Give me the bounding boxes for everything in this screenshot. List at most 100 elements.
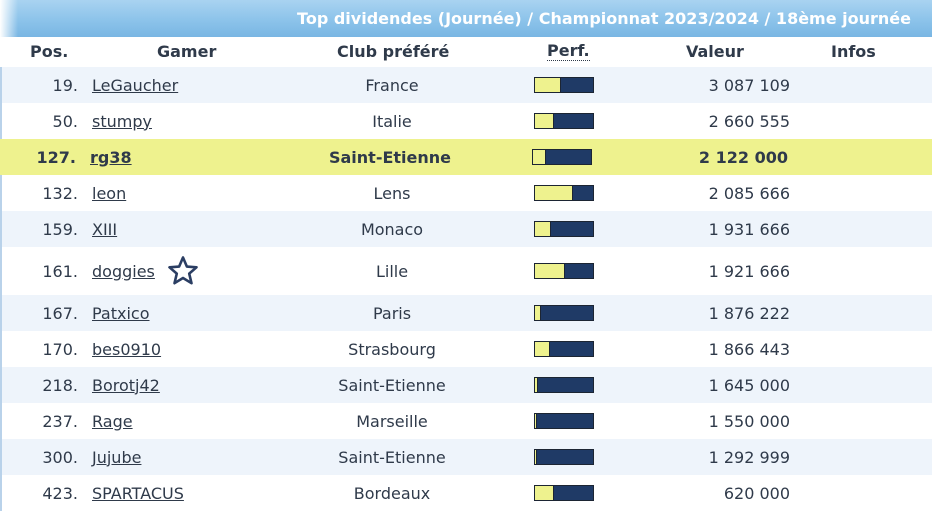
perf-bar — [534, 221, 594, 237]
row-gamer: bes0910 — [92, 331, 161, 367]
row-position: 19. — [52, 75, 78, 95]
ranking-table: 19. LeGaucher France 3 087 109 50. stumpy Ital… — [0, 67, 932, 511]
gamer-link[interactable]: leon — [92, 183, 127, 203]
perf-bar — [534, 185, 594, 201]
gamer-link[interactable]: Rage — [92, 411, 133, 431]
row-gamer: XIII — [92, 211, 117, 247]
perf-bar-fill — [535, 342, 551, 356]
column-header-gamer: Gamer — [157, 42, 217, 61]
row-club: Saint-Etienne — [328, 147, 452, 167]
table-row: 170. bes0910 Strasbourg 1 866 443 — [0, 331, 932, 367]
table-row: 132. leon Lens 2 085 666 — [0, 175, 932, 211]
gamer-link[interactable]: bes0910 — [92, 339, 162, 359]
row-gamer: rg38 — [90, 139, 132, 175]
row-gamer: leon — [92, 175, 126, 211]
gamer-link[interactable]: Jujube — [92, 447, 142, 467]
row-position: 170. — [42, 339, 78, 359]
perf-bar — [534, 413, 594, 429]
gamer-link[interactable]: SPARTACUS — [92, 483, 184, 503]
row-perf — [534, 403, 594, 439]
row-valeur: 1 921 666 — [708, 261, 790, 281]
row-valeur: 3 087 109 — [708, 75, 790, 95]
row-position: 218. — [42, 375, 78, 395]
perf-bar-fill — [535, 78, 562, 92]
column-header-club: Club préféré — [337, 42, 450, 61]
row-perf — [534, 211, 594, 247]
perf-bar-fill — [535, 378, 538, 392]
row-gamer: Rage — [92, 403, 133, 439]
row-club: France — [365, 75, 419, 95]
row-club: Bordeaux — [353, 483, 431, 503]
perf-bar — [534, 263, 594, 279]
row-position: 300. — [42, 447, 78, 467]
row-position: 237. — [42, 411, 78, 431]
row-valeur: 2 085 666 — [708, 183, 790, 203]
row-valeur: 1 876 222 — [708, 303, 790, 323]
row-gamer: LeGaucher — [92, 67, 178, 103]
perf-bar-fill — [535, 222, 552, 236]
row-perf — [534, 247, 594, 295]
table-title-text: Top dividendes (Journée) / Championnat 2… — [297, 9, 911, 28]
column-header-valeur: Valeur — [686, 42, 744, 61]
table-row: 159. XIII Monaco 1 931 666 — [0, 211, 932, 247]
table-row: 300. Jujube Saint-Etienne 1 292 999 — [0, 439, 932, 475]
table-row: 423. SPARTACUS Bordeaux 620 000 — [0, 475, 932, 511]
row-gamer: SPARTACUS — [92, 475, 184, 511]
perf-bar — [534, 341, 594, 357]
star-icon[interactable] — [167, 255, 199, 287]
row-club: Saint-Etienne — [338, 447, 446, 467]
row-club: Saint-Etienne — [338, 375, 446, 395]
table-row-current-user: 127. rg38 Saint-Etienne 2 122 000 — [0, 139, 932, 175]
gamer-link[interactable]: rg38 — [90, 147, 132, 167]
gamer-link[interactable]: XIII — [92, 219, 118, 239]
perf-bar-fill — [535, 114, 555, 128]
row-gamer: stumpy — [92, 103, 152, 139]
row-club: Italie — [372, 111, 412, 131]
table-row: 237. Rage Marseille 1 550 000 — [0, 403, 932, 439]
perf-bar — [532, 149, 592, 165]
row-position: 159. — [42, 219, 78, 239]
row-perf — [534, 295, 594, 331]
row-position: 132. — [42, 183, 78, 203]
row-valeur: 1 645 000 — [708, 375, 790, 395]
gamer-link[interactable]: LeGaucher — [92, 75, 179, 95]
row-club: Lille — [375, 261, 409, 281]
perf-bar-fill — [535, 486, 555, 500]
perf-bar — [534, 305, 594, 321]
perf-bar — [534, 449, 594, 465]
perf-bar — [534, 77, 594, 93]
table-row: 19. LeGaucher France 3 087 109 — [0, 67, 932, 103]
column-header-infos: Infos — [831, 42, 876, 61]
row-gamer: doggies — [92, 247, 199, 295]
perf-bar — [534, 485, 594, 501]
row-position: 161. — [42, 261, 78, 281]
gamer-link[interactable]: doggies — [92, 261, 155, 281]
gamer-link[interactable]: stumpy — [92, 111, 152, 131]
perf-bar-fill — [535, 186, 573, 200]
perf-bar-fill — [535, 264, 566, 278]
table-row: 50. stumpy Italie 2 660 555 — [0, 103, 932, 139]
gamer-link[interactable]: Borotj42 — [92, 375, 160, 395]
perf-bar-fill — [533, 150, 546, 164]
row-valeur: 2 660 555 — [708, 111, 790, 131]
row-position: 423. — [42, 483, 78, 503]
row-perf — [534, 367, 594, 403]
row-valeur: 1 292 999 — [708, 447, 790, 467]
row-perf — [532, 139, 592, 175]
row-perf — [534, 67, 594, 103]
perf-bar-fill — [535, 306, 541, 320]
table-title: Top dividendes (Journée) / Championnat 2… — [0, 0, 932, 37]
table-row: 218. Borotj42 Saint-Etienne 1 645 000 — [0, 367, 932, 403]
row-club: Marseille — [356, 411, 428, 431]
column-header-perf[interactable]: Perf. — [547, 41, 590, 61]
row-gamer: Patxico — [92, 295, 150, 331]
row-gamer: Jujube — [92, 439, 141, 475]
gamer-link[interactable]: Patxico — [92, 303, 150, 323]
row-valeur: 620 000 — [723, 483, 790, 503]
table-row: 161. doggies Lille 1 921 666 — [0, 247, 932, 295]
row-club: Lens — [373, 183, 411, 203]
row-position: 50. — [52, 111, 78, 131]
row-position: 127. — [36, 147, 76, 167]
row-valeur: 2 122 000 — [698, 147, 788, 167]
row-club: Monaco — [360, 219, 424, 239]
